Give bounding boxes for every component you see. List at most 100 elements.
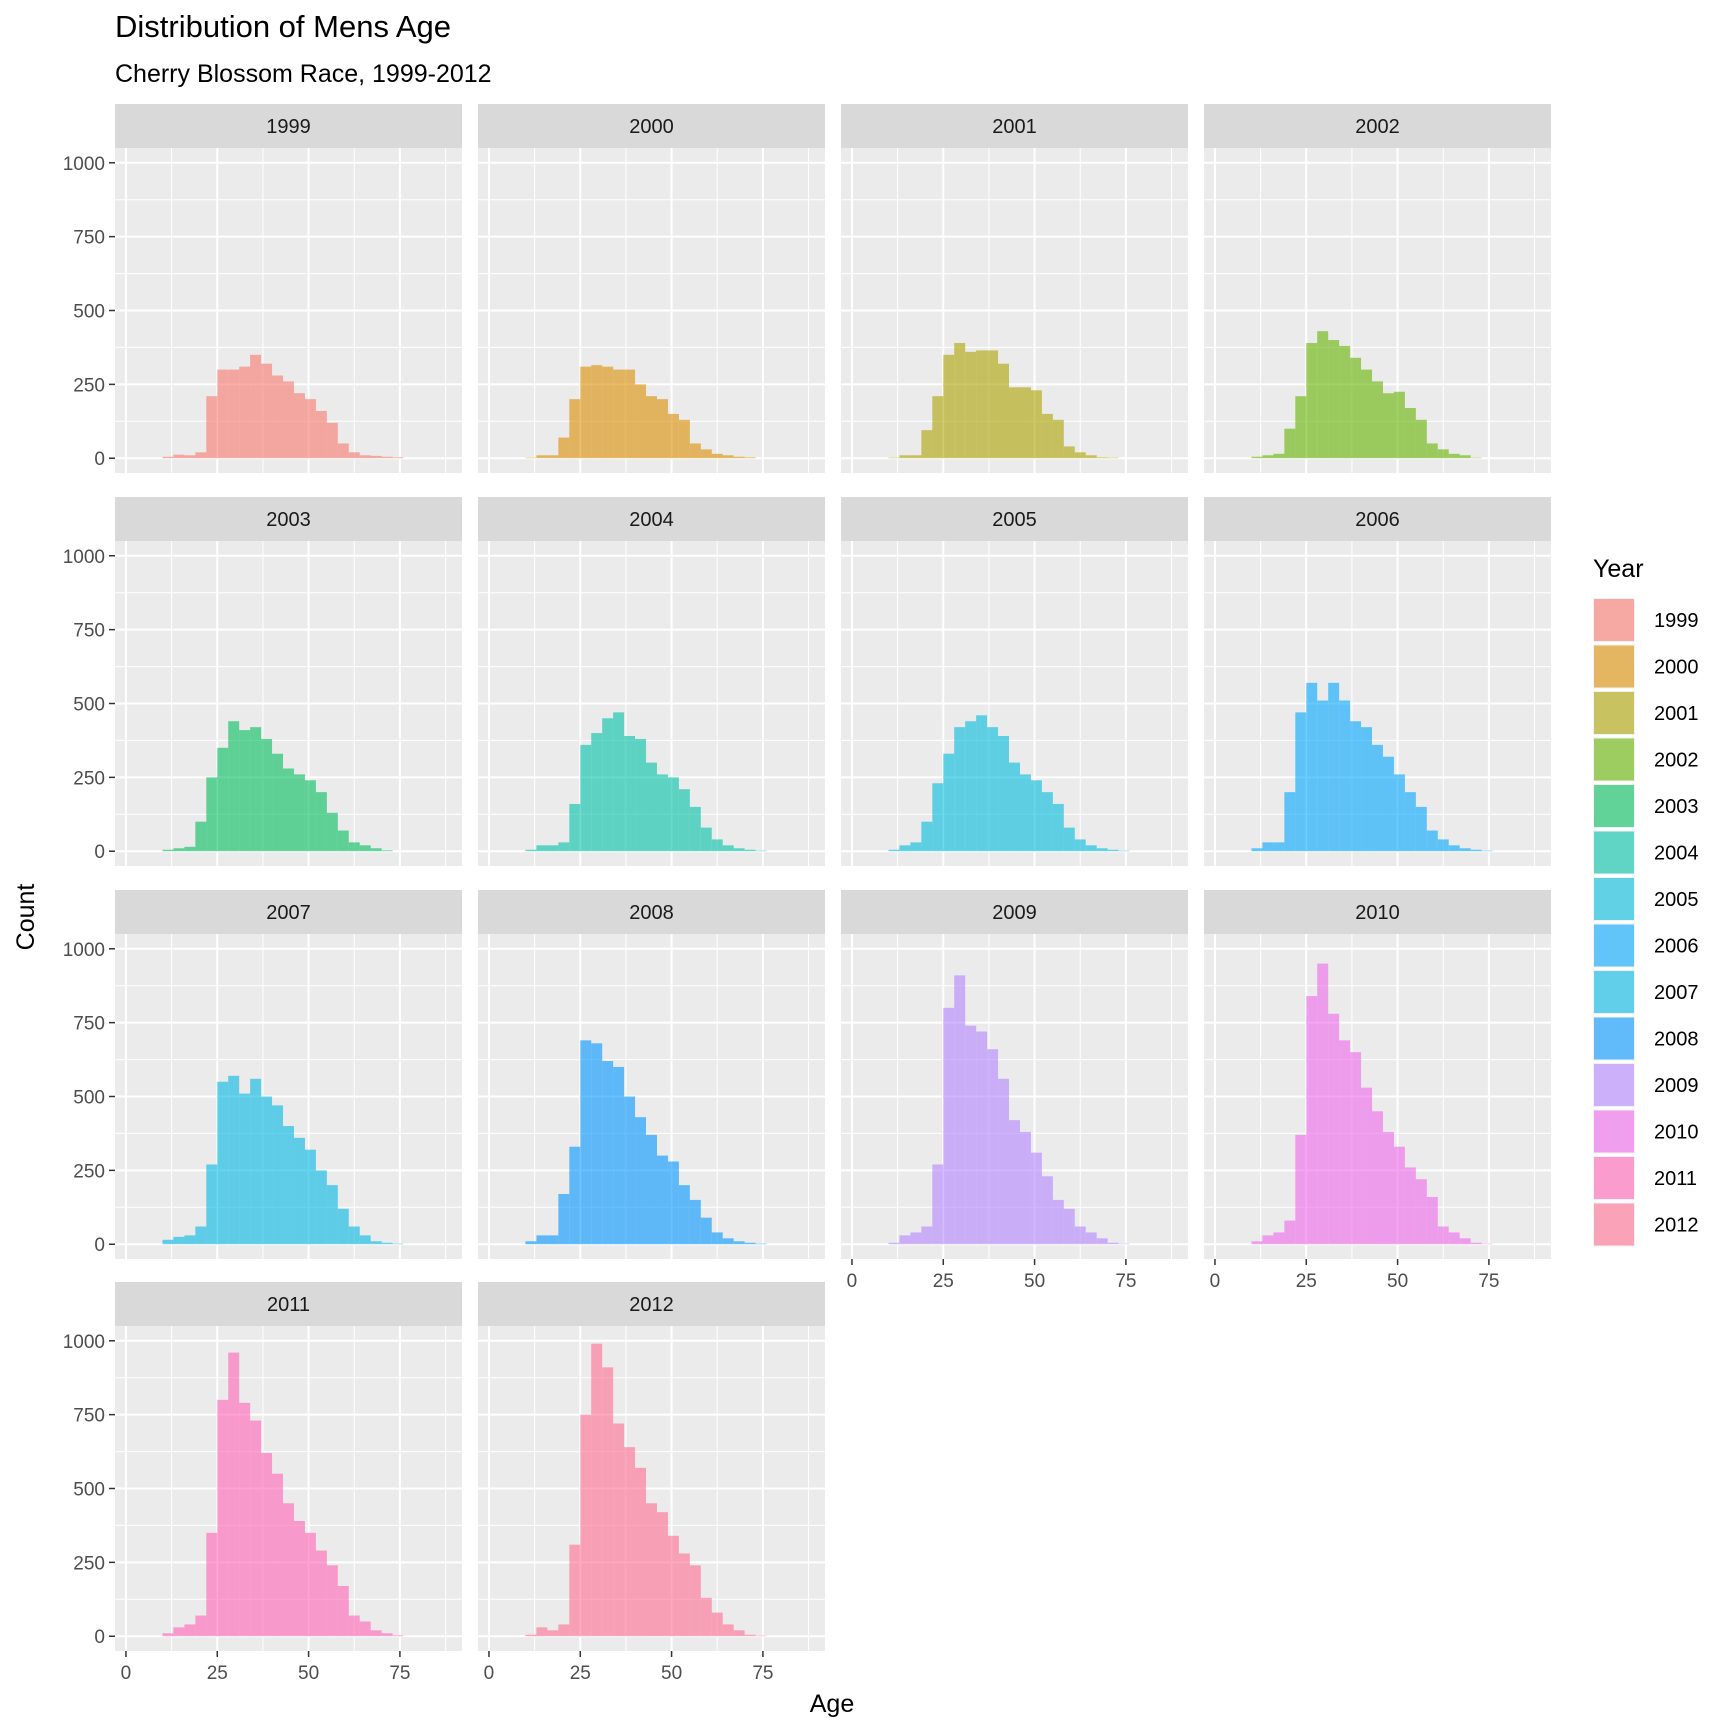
histogram-bar	[1295, 712, 1307, 852]
histogram-bar	[217, 1081, 229, 1245]
histogram-bar	[1262, 1235, 1274, 1245]
histogram-bar	[370, 455, 382, 459]
histogram-bar	[1107, 457, 1119, 459]
y-tick-label: 0	[94, 1235, 105, 1256]
histogram-bar	[1074, 452, 1086, 459]
facet-strip	[478, 1282, 825, 1326]
histogram-bar	[1317, 331, 1329, 459]
histogram-bar	[1350, 357, 1362, 459]
histogram-bar	[228, 721, 240, 852]
facet-strip-label: 2008	[629, 902, 674, 924]
histogram-bar	[910, 842, 922, 852]
histogram-bar	[381, 1633, 393, 1637]
y-tick-label: 750	[73, 228, 105, 249]
histogram-bar	[1393, 1146, 1405, 1245]
histogram-bar	[304, 399, 316, 459]
histogram-bar	[1107, 849, 1119, 852]
histogram-bar	[239, 366, 251, 459]
histogram-bar	[722, 845, 734, 852]
histogram-bar	[547, 845, 559, 852]
histogram-bar	[315, 1550, 327, 1637]
histogram-bar	[1426, 443, 1438, 459]
histogram-bar	[722, 1238, 734, 1245]
facet-strip	[115, 1282, 462, 1326]
y-tick-label: 1000	[63, 940, 105, 961]
histogram-bar	[1448, 1232, 1460, 1245]
legend-key	[1594, 924, 1634, 967]
histogram-bar	[184, 1235, 196, 1245]
histogram-bar	[1041, 1176, 1053, 1245]
histogram-bar	[910, 455, 922, 459]
legend-title: Year	[1593, 555, 1644, 583]
histogram-bar	[228, 1352, 240, 1637]
histogram-bar	[1284, 428, 1296, 459]
histogram-bar	[888, 1242, 900, 1245]
x-tick-label: 0	[847, 1271, 858, 1292]
histogram-bar	[591, 365, 603, 459]
legend-key	[1594, 1064, 1634, 1106]
histogram-bar	[932, 783, 944, 852]
histogram-bar	[998, 363, 1010, 459]
histogram-bar	[722, 455, 734, 459]
histogram-bar	[899, 845, 911, 852]
facet-strip-label: 2000	[629, 116, 674, 138]
legend-key	[1594, 692, 1634, 734]
histogram-bar	[733, 1630, 745, 1637]
histogram-bars	[162, 1075, 404, 1245]
histogram-bar	[1041, 792, 1053, 852]
histogram-bar	[624, 1447, 636, 1637]
histogram-bar	[656, 1155, 668, 1245]
histogram-bar	[943, 354, 955, 459]
histogram-bars	[525, 1040, 767, 1245]
facet-panel-2004: 2004	[478, 497, 825, 866]
histogram-bar	[700, 449, 712, 459]
y-tick-label: 1000	[63, 154, 105, 175]
histogram-bar	[392, 457, 404, 459]
histogram-bar	[293, 774, 305, 852]
histogram-bar	[910, 1232, 922, 1245]
histogram-bar	[558, 1194, 570, 1245]
facet-strip-label: 2006	[1355, 509, 1400, 531]
histogram-bar	[228, 369, 240, 459]
histogram-bar	[1085, 1232, 1097, 1245]
x-tick-label: 75	[1115, 1271, 1136, 1292]
histogram-bar	[239, 1093, 251, 1245]
histogram-bar	[689, 1565, 701, 1637]
histogram-bar	[613, 369, 625, 459]
histogram-bar	[304, 780, 316, 852]
histogram-bar	[646, 1503, 657, 1637]
histogram-bar	[162, 849, 174, 852]
histogram-bar	[1019, 387, 1031, 459]
histogram-bar	[272, 753, 284, 852]
histogram-bar	[700, 1217, 712, 1245]
histogram-bar	[337, 1586, 349, 1637]
histogram-bar	[348, 842, 360, 852]
facet-strip-label: 2012	[629, 1294, 674, 1316]
histogram-bar	[624, 736, 636, 852]
histogram-bar	[173, 454, 185, 459]
y-tick-label: 250	[73, 1161, 105, 1182]
histogram-bar	[744, 1242, 756, 1245]
histogram-bar	[1085, 455, 1097, 459]
histogram-bar	[1074, 839, 1086, 852]
histogram-bar	[206, 396, 218, 459]
histogram-bar	[613, 712, 625, 852]
histogram-bar	[1437, 1226, 1449, 1245]
y-tick-label: 750	[73, 621, 105, 642]
histogram-bar	[602, 718, 614, 852]
histogram-bar	[1041, 413, 1053, 459]
histogram-bar	[1415, 1179, 1427, 1245]
y-tick-label: 250	[73, 768, 105, 789]
legend-key	[1594, 1110, 1634, 1153]
facet-strip	[115, 890, 462, 934]
histogram-bar	[1030, 780, 1042, 852]
histogram-bar	[1339, 1040, 1351, 1245]
histogram-bar	[569, 1544, 581, 1637]
histogram-bar	[744, 849, 756, 852]
legend-item-2003: 2003	[1593, 784, 1699, 828]
histogram-bar	[976, 350, 988, 459]
histogram-bar	[283, 1503, 294, 1637]
x-tick-label: 75	[389, 1663, 410, 1684]
